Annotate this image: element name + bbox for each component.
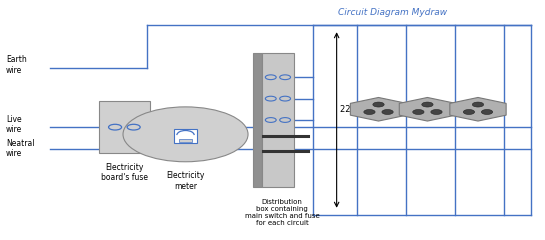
Text: Distribution
box containing
main switch and fuse
for each circuit: Distribution box containing main switch …	[245, 199, 319, 226]
Circle shape	[473, 102, 483, 107]
Circle shape	[413, 109, 424, 114]
Bar	[262, 53, 294, 187]
Circle shape	[422, 102, 433, 107]
Polygon shape	[350, 97, 407, 121]
Text: Earth
wire: Earth wire	[6, 55, 27, 75]
Polygon shape	[450, 97, 506, 121]
Text: Electricity
board's fuse: Electricity board's fuse	[101, 163, 148, 182]
Text: 220 V: 220 V	[341, 105, 365, 114]
Bar	[253, 53, 262, 187]
Bar	[99, 101, 150, 153]
Bar	[179, 139, 192, 142]
Circle shape	[431, 109, 442, 114]
Text: Neatral
wire: Neatral wire	[6, 139, 35, 158]
Circle shape	[364, 109, 375, 114]
Circle shape	[373, 102, 384, 107]
Text: Live
wire: Live wire	[6, 115, 22, 134]
Text: Electricity
meter: Electricity meter	[166, 171, 205, 191]
Circle shape	[382, 109, 393, 114]
Polygon shape	[399, 97, 456, 121]
Circle shape	[123, 107, 248, 162]
Circle shape	[481, 109, 493, 114]
Text: Circuit Diagram Mydraw: Circuit Diagram Mydraw	[337, 8, 447, 17]
Circle shape	[463, 109, 475, 114]
Bar	[174, 129, 197, 143]
